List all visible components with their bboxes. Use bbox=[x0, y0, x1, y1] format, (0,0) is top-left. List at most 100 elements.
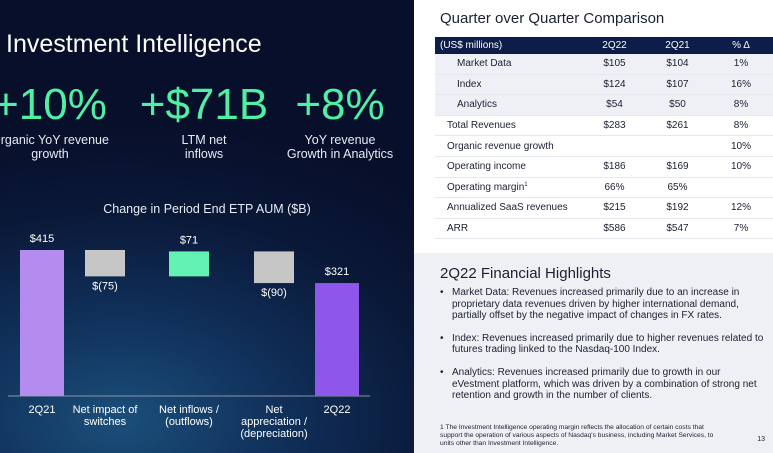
bullet-icon: • bbox=[440, 366, 444, 378]
category-label: 2Q21 bbox=[29, 404, 56, 416]
highlight-line: eVestment platform, which was driven by … bbox=[452, 378, 757, 390]
page-title: Investment Intelligence bbox=[6, 30, 262, 58]
row-label: ARR bbox=[447, 223, 469, 235]
highlights-title: 2Q22 Financial Highlights bbox=[440, 265, 611, 282]
kpi-label-line: inflows bbox=[184, 147, 224, 161]
bullet-icon: • bbox=[440, 332, 444, 344]
table-cell: 10% bbox=[730, 140, 751, 152]
column-header: % Δ bbox=[732, 40, 750, 51]
kpi-label-line: Organic YoY revenue bbox=[0, 133, 109, 147]
highlight-line: proprietary data revenues driven by high… bbox=[452, 298, 739, 310]
table-title: Quarter over Quarter Comparison bbox=[440, 10, 665, 27]
waterfall-bar bbox=[169, 251, 209, 277]
bullet-icon: • bbox=[440, 287, 444, 298]
table-cell: $104 bbox=[666, 58, 689, 70]
footnote-line: support the operation of various aspects… bbox=[440, 432, 714, 440]
page-number: 13 bbox=[757, 436, 765, 443]
column-header: 2Q21 bbox=[665, 40, 690, 51]
table-cell: $54 bbox=[606, 99, 623, 111]
footnote-line: 1 The Investment Intelligence operating … bbox=[440, 424, 704, 431]
category-label: Net bbox=[265, 404, 282, 416]
table-cell: $124 bbox=[603, 78, 626, 90]
footnote-line: units other than Investment Intelligence… bbox=[440, 440, 559, 448]
table-row: Analytics $54 $50 8% bbox=[435, 95, 773, 116]
table-cell: 10% bbox=[730, 161, 751, 173]
kpi-organic-growth: +10% Organic YoY revenue growth bbox=[0, 80, 115, 161]
data-label: $71 bbox=[180, 234, 198, 246]
highlight-line: retention and growth in the number of cl… bbox=[452, 390, 653, 402]
left-panel: Investment Intelligence +10% Organic YoY… bbox=[0, 0, 414, 453]
table-cell: $215 bbox=[603, 202, 626, 214]
table-cell: $169 bbox=[666, 161, 689, 173]
table-cell: $107 bbox=[666, 78, 689, 90]
waterfall-bar bbox=[20, 250, 64, 396]
table-cell: $186 bbox=[603, 161, 626, 173]
row-label: Operating income bbox=[447, 161, 526, 173]
category-label: appreciation / bbox=[241, 416, 308, 428]
footnote-marker: 1 bbox=[524, 181, 528, 188]
table-row: Organic revenue growth 10% bbox=[435, 136, 773, 157]
table-cell: $192 bbox=[666, 202, 689, 214]
table-cell: 8% bbox=[733, 120, 749, 132]
table-cell: 8% bbox=[733, 99, 749, 111]
highlight-item: • Analytics: Revenues increased primarily… bbox=[440, 367, 773, 402]
column-header: (US$ millions) bbox=[440, 40, 503, 51]
table-cell: $283 bbox=[603, 120, 626, 132]
category-label: switches bbox=[84, 416, 127, 428]
table-cell: 7% bbox=[733, 223, 749, 235]
category-label: Net inflows / bbox=[159, 404, 220, 416]
kpi-net-inflows: +$71B LTM net inflows bbox=[134, 80, 274, 161]
waterfall-bar bbox=[315, 283, 359, 396]
table-row: Total Revenues $283 $261 8% bbox=[435, 116, 773, 137]
table-row: Annualized SaaS revenues $215 $192 12% bbox=[435, 198, 773, 219]
kpi-analytics-growth: +8% YoY revenue Growth in Analytics bbox=[270, 80, 410, 161]
table-header: (US$ millions) 2Q22 2Q21 % Δ bbox=[435, 37, 773, 54]
table-cell: $586 bbox=[603, 223, 626, 235]
kpi-value: +10% bbox=[0, 80, 107, 129]
table-row: Operating income $186 $169 10% bbox=[435, 157, 773, 178]
category-label: Net impact of bbox=[73, 404, 139, 416]
right-panel: Quarter over Quarter Comparison (US$ mil… bbox=[414, 0, 773, 453]
kpi-label-line: Growth in Analytics bbox=[286, 147, 394, 161]
kpi-label-line: YoY revenue bbox=[304, 133, 376, 147]
table-cell: 16% bbox=[730, 78, 751, 90]
highlight-item: • Market Data: Revenues increased primari… bbox=[440, 287, 773, 322]
column-header: 2Q22 bbox=[602, 40, 627, 51]
table-cell: 12% bbox=[730, 202, 751, 214]
category-label: (depreciation) bbox=[240, 428, 307, 440]
row-label: Analytics bbox=[457, 99, 498, 111]
highlight-line: Index: Revenues increased primarily due … bbox=[452, 332, 764, 344]
highlight-line: Market Data: Revenues increased primaril… bbox=[452, 287, 740, 298]
waterfall-bar bbox=[254, 251, 294, 284]
highlights-section: 2Q22 Financial Highlights • Market Data: … bbox=[414, 253, 773, 453]
highlight-line: Analytics: Revenues increased primarily … bbox=[452, 366, 721, 378]
table-cell: 65% bbox=[667, 181, 688, 193]
highlight-item: • Index: Revenues increased primarily due… bbox=[440, 333, 773, 356]
table-row: ARR $586 $547 7% bbox=[435, 219, 773, 240]
table-cell: $547 bbox=[666, 223, 689, 235]
table-row: Market Data $105 $104 1% bbox=[435, 54, 773, 75]
comparison-table: (US$ millions) 2Q22 2Q21 % Δ Market Data… bbox=[435, 37, 773, 240]
row-label: Market Data bbox=[457, 58, 512, 70]
table-cell: $50 bbox=[669, 99, 686, 111]
kpi-value: +$71B bbox=[139, 80, 269, 129]
highlights-list: • Market Data: Revenues increased primari… bbox=[440, 287, 773, 413]
table-cell: $261 bbox=[666, 120, 689, 132]
row-label: Annualized SaaS revenues bbox=[447, 202, 568, 214]
row-label: Operating margin1 bbox=[447, 181, 528, 193]
chart-title: Change in Period End ETP AUM ($B) bbox=[103, 202, 311, 216]
table-cell: $105 bbox=[603, 58, 626, 70]
kpi-label: YoY revenue Growth in Analytics bbox=[270, 133, 410, 161]
table-body: Market Data $105 $104 1% Index $124 $107 16% Ana… bbox=[435, 54, 773, 240]
kpi-label-line: growth bbox=[31, 147, 69, 161]
table-row: Index $124 $107 16% bbox=[435, 74, 773, 96]
row-label: Organic revenue growth bbox=[447, 140, 554, 152]
data-label: $(90) bbox=[261, 287, 287, 299]
kpi-label: LTM net inflows bbox=[134, 133, 274, 161]
data-label: $415 bbox=[30, 233, 54, 245]
category-label: (outflows) bbox=[165, 416, 213, 428]
kpi-value: +8% bbox=[295, 80, 385, 129]
data-label: $(75) bbox=[92, 280, 118, 292]
kpi-label: Organic YoY revenue growth bbox=[0, 133, 115, 161]
